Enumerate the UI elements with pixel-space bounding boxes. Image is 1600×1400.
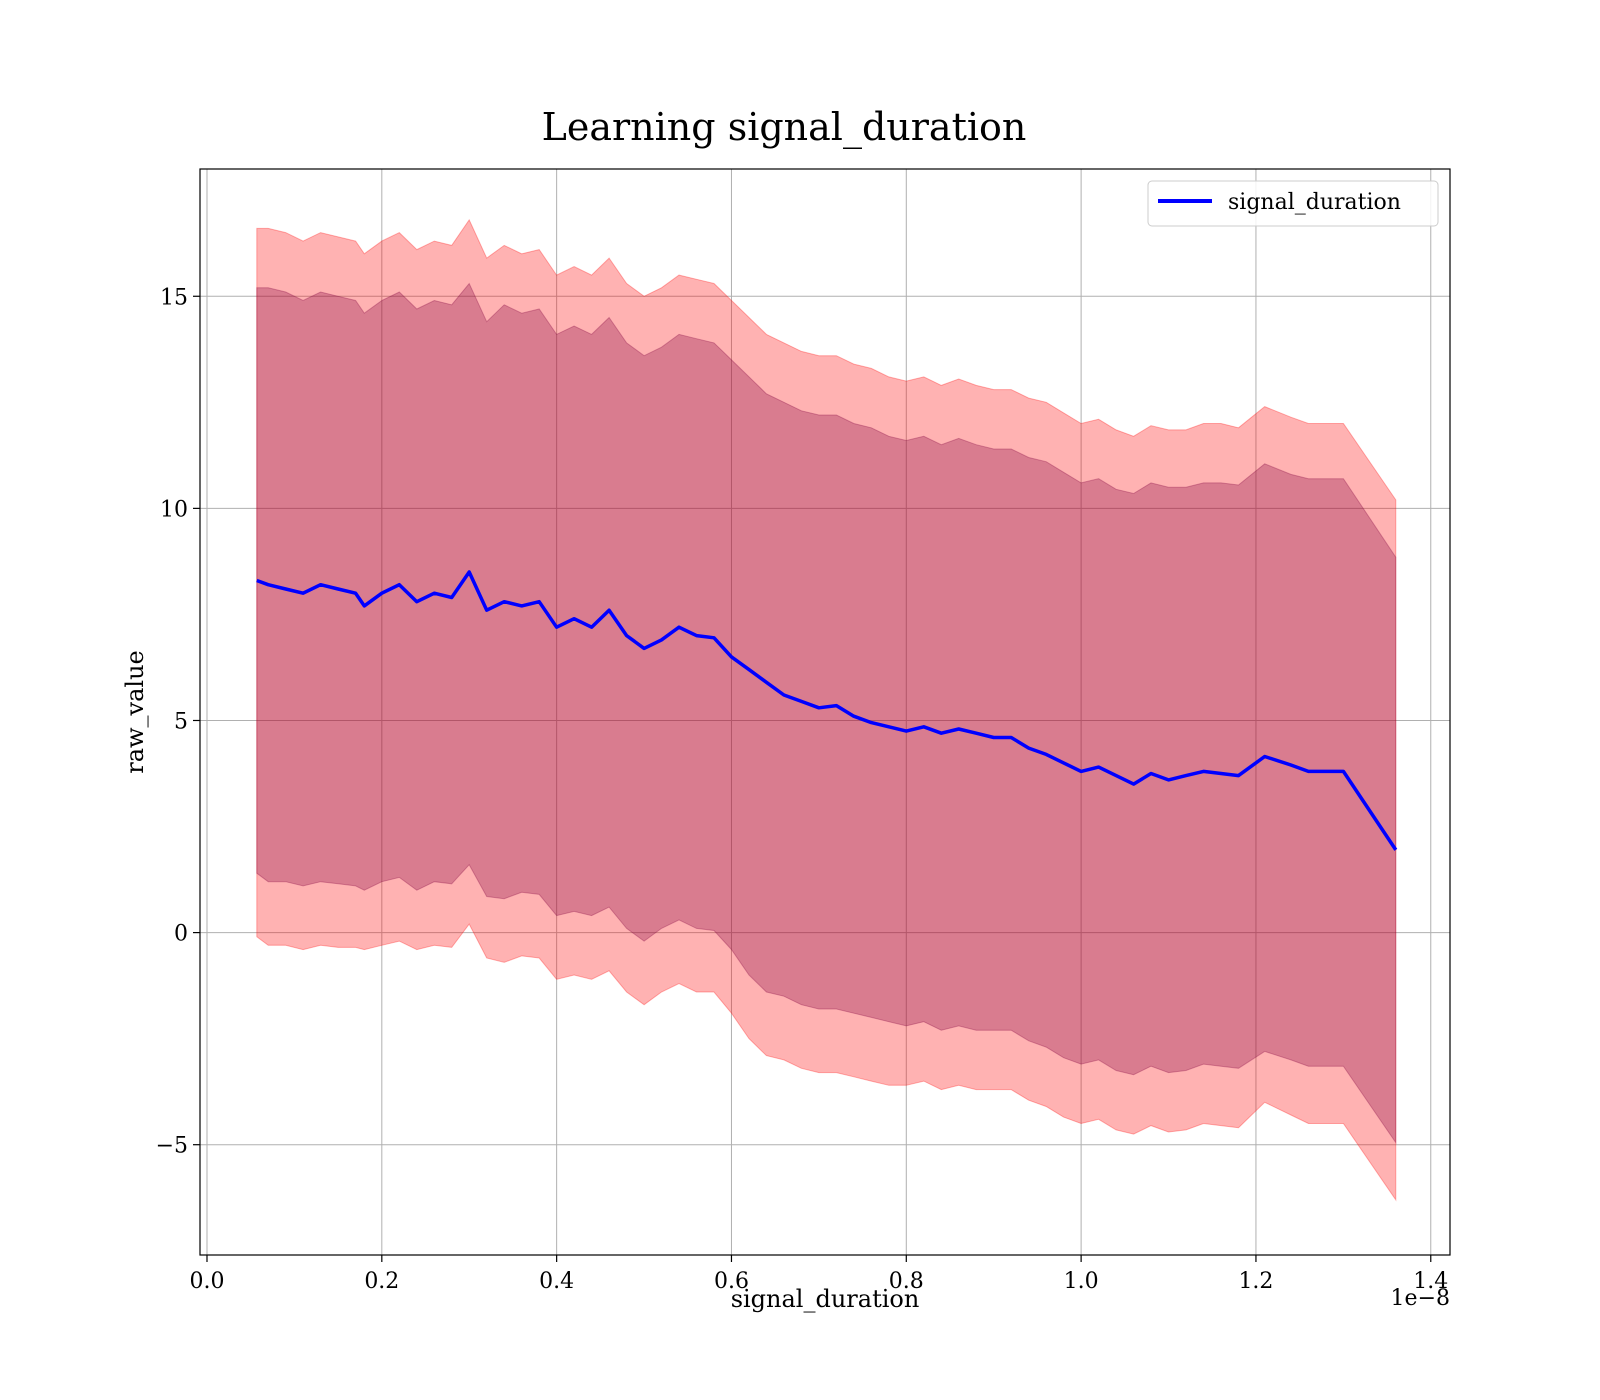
- x-tick-label: 0.0: [189, 1269, 224, 1294]
- x-axis-offset-label: 1e−8: [1391, 1286, 1450, 1311]
- series-lines: [256, 570, 1398, 851]
- x-tick-label: 1.4: [1413, 1269, 1448, 1294]
- inner-band: [256, 282, 1397, 1145]
- x-axis-label: signal_duration: [731, 1285, 920, 1313]
- legend-label: signal_duration: [1228, 190, 1401, 215]
- legend: signal_duration: [1147, 180, 1439, 227]
- x-axis-ticks: 0.0 0.2 0.4 0.6 0.8 1.0 1.2 1.4: [189, 1255, 1448, 1294]
- x-tick-label: 1.2: [1238, 1269, 1273, 1294]
- y-tick-label: 0: [174, 922, 188, 947]
- legend-box: [1147, 180, 1439, 227]
- y-tick-label: 15: [160, 285, 188, 310]
- x-tick-label: 0.2: [364, 1269, 399, 1294]
- y-tick-label: 10: [160, 497, 188, 522]
- x-tick-label: 0.6: [714, 1269, 749, 1294]
- x-tick-label: 1.0: [1064, 1269, 1099, 1294]
- series-line: [256, 570, 1398, 851]
- x-tick-label: 0.8: [889, 1269, 924, 1294]
- y-tick-label: −5: [156, 1134, 188, 1159]
- y-axis-ticks: −5 0 5 10 15: [156, 285, 200, 1159]
- y-axis-label: raw_value: [121, 650, 149, 774]
- plot-area-frame: [199, 168, 1451, 1256]
- grid: [200, 169, 1450, 1255]
- chart-title: Learning signal_duration: [542, 105, 1027, 150]
- confidence-bands: [256, 218, 1397, 1202]
- y-tick-label: 5: [174, 709, 188, 734]
- x-tick-label: 0.4: [539, 1269, 574, 1294]
- outer-band: [256, 218, 1397, 1202]
